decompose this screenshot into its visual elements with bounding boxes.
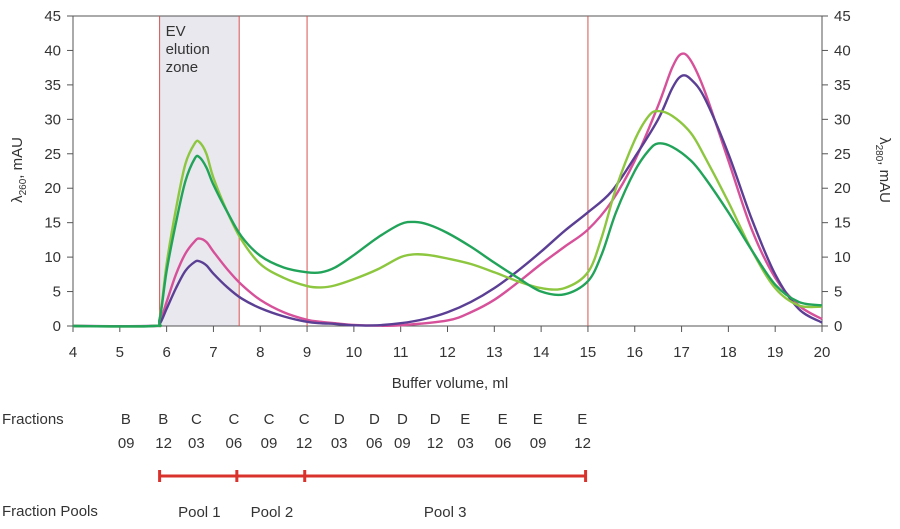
x-tick-label: 11 — [393, 344, 409, 361]
fraction-boundary-lines — [159, 16, 589, 326]
pool-label: Pool 2 — [251, 504, 294, 521]
left-y-tick-label: 30 — [44, 111, 61, 128]
fraction-well-number: 12 — [295, 435, 313, 452]
fraction-row-letter: E — [532, 411, 543, 428]
left-y-tick-label: 25 — [44, 146, 61, 163]
fraction-row-letter: D — [429, 411, 441, 428]
fraction-well-number: 03 — [457, 435, 474, 452]
left-y-tick-label: 5 — [53, 284, 61, 301]
x-tick-label: 15 — [580, 344, 597, 361]
left-y-tick-label: 45 — [44, 8, 61, 25]
chart-labels: Buffer volume, ml λ260, mAU λ280, mAU — [9, 137, 893, 392]
fraction-well-number: 12 — [574, 435, 591, 452]
right-y-tick-label: 20 — [834, 180, 851, 197]
right-y-tick-label: 10 — [834, 249, 851, 266]
x-tick-label: 4 — [69, 344, 77, 361]
left-y-tick-label: 20 — [44, 180, 61, 197]
fraction-row-letter: C — [228, 411, 240, 428]
x-axis-title: Buffer volume, ml — [392, 375, 508, 392]
fraction-well-number: 03 — [188, 435, 205, 452]
x-tick-label: 16 — [626, 344, 643, 361]
absorbance-curve — [72, 74, 823, 328]
x-tick-label: 6 — [162, 344, 170, 361]
fraction-row-letter: E — [497, 411, 508, 428]
absorbance-curve — [72, 142, 823, 328]
fraction-well-number: 09 — [260, 435, 278, 452]
right-y-axis-unit: , mAU — [876, 161, 893, 203]
x-tick-label: 13 — [486, 344, 503, 361]
right-y-tick-label: 15 — [834, 215, 851, 232]
fraction-row-letter: E — [577, 411, 588, 428]
fraction-well-number: 12 — [155, 435, 172, 452]
absorbance-curve — [72, 109, 823, 328]
fraction-row-letter: D — [333, 411, 345, 428]
right-y-tick-label: 30 — [834, 111, 851, 128]
fraction-row-letter: B — [158, 411, 169, 428]
left-y-tick-label: 15 — [44, 215, 61, 232]
right-y-axis-subscript: 280 — [873, 145, 884, 162]
right-y-tick-label: 45 — [834, 8, 851, 25]
absorbance-series — [72, 52, 823, 328]
fraction-well-number: 06 — [365, 435, 383, 452]
x-tick-label: 14 — [533, 344, 550, 361]
fraction-row-letter: C — [263, 411, 275, 428]
left-y-tick-label: 10 — [44, 249, 61, 266]
x-tick-label: 17 — [673, 344, 690, 361]
left-y-tick-label: 0 — [53, 318, 61, 335]
fraction-pool-bars: Pool 1 Pool 2 Pool 3 — [158, 470, 588, 521]
x-tick-label: 19 — [767, 344, 784, 361]
right-y-tick-label: 35 — [834, 77, 851, 94]
x-tick-label: 5 — [116, 344, 124, 361]
ev-zone-label-line: elution — [166, 41, 210, 58]
left-y-tick-label: 40 — [44, 42, 61, 59]
fraction-row-letter: D — [397, 411, 408, 428]
ev-zone-label-line: EV — [166, 23, 186, 40]
x-tick-label: 10 — [346, 344, 363, 361]
fraction-row-letter: C — [191, 411, 202, 428]
fraction-row-letter: E — [460, 411, 471, 428]
left-y-axis-unit: , mAU — [9, 137, 26, 179]
fraction-row-letter: D — [368, 411, 380, 428]
x-tick-label: 20 — [814, 344, 831, 361]
right-y-tick-label: 40 — [834, 42, 851, 59]
right-y-tick-label: 5 — [834, 284, 842, 301]
x-tick-label: 7 — [209, 344, 217, 361]
x-tick-label: 12 — [439, 344, 456, 361]
right-y-tick-label: 25 — [834, 146, 851, 163]
right-y-axis-symbol: λ — [876, 137, 893, 145]
right-y-tick-label: 0 — [834, 318, 842, 335]
fraction-row-letter: C — [298, 411, 310, 428]
fraction-row-letter: B — [120, 411, 131, 428]
x-tick-label: 18 — [720, 344, 737, 361]
fraction-well-number: 12 — [426, 435, 444, 452]
x-tick-label: 8 — [256, 344, 264, 361]
left-y-axis-symbol: λ — [9, 195, 26, 203]
left-y-tick-label: 35 — [44, 77, 61, 94]
ev-zone-rect — [159, 16, 240, 326]
fraction-well-number: 09 — [394, 435, 411, 452]
fractions-heading: Fractions — [2, 411, 64, 428]
fraction-well-number: 06 — [225, 435, 243, 452]
left-y-axis-title: λ260, mAU — [9, 137, 29, 203]
right-y-axis-title: λ280, mAU — [873, 137, 893, 203]
fraction-pools-heading: Fraction Pools — [2, 503, 98, 520]
left-y-axis-subscript: 260 — [18, 178, 29, 195]
absorbance-curve — [72, 52, 823, 328]
x-tick-label: 9 — [303, 344, 311, 361]
fraction-well-number: 09 — [529, 435, 547, 452]
pool-label: Pool 3 — [424, 504, 467, 521]
ev-zone-label-line: zone — [166, 59, 199, 76]
pool-label: Pool 1 — [178, 504, 221, 521]
fraction-well-number: 06 — [494, 435, 512, 452]
fraction-well-number: 09 — [117, 435, 135, 452]
fraction-well-number: 03 — [330, 435, 348, 452]
